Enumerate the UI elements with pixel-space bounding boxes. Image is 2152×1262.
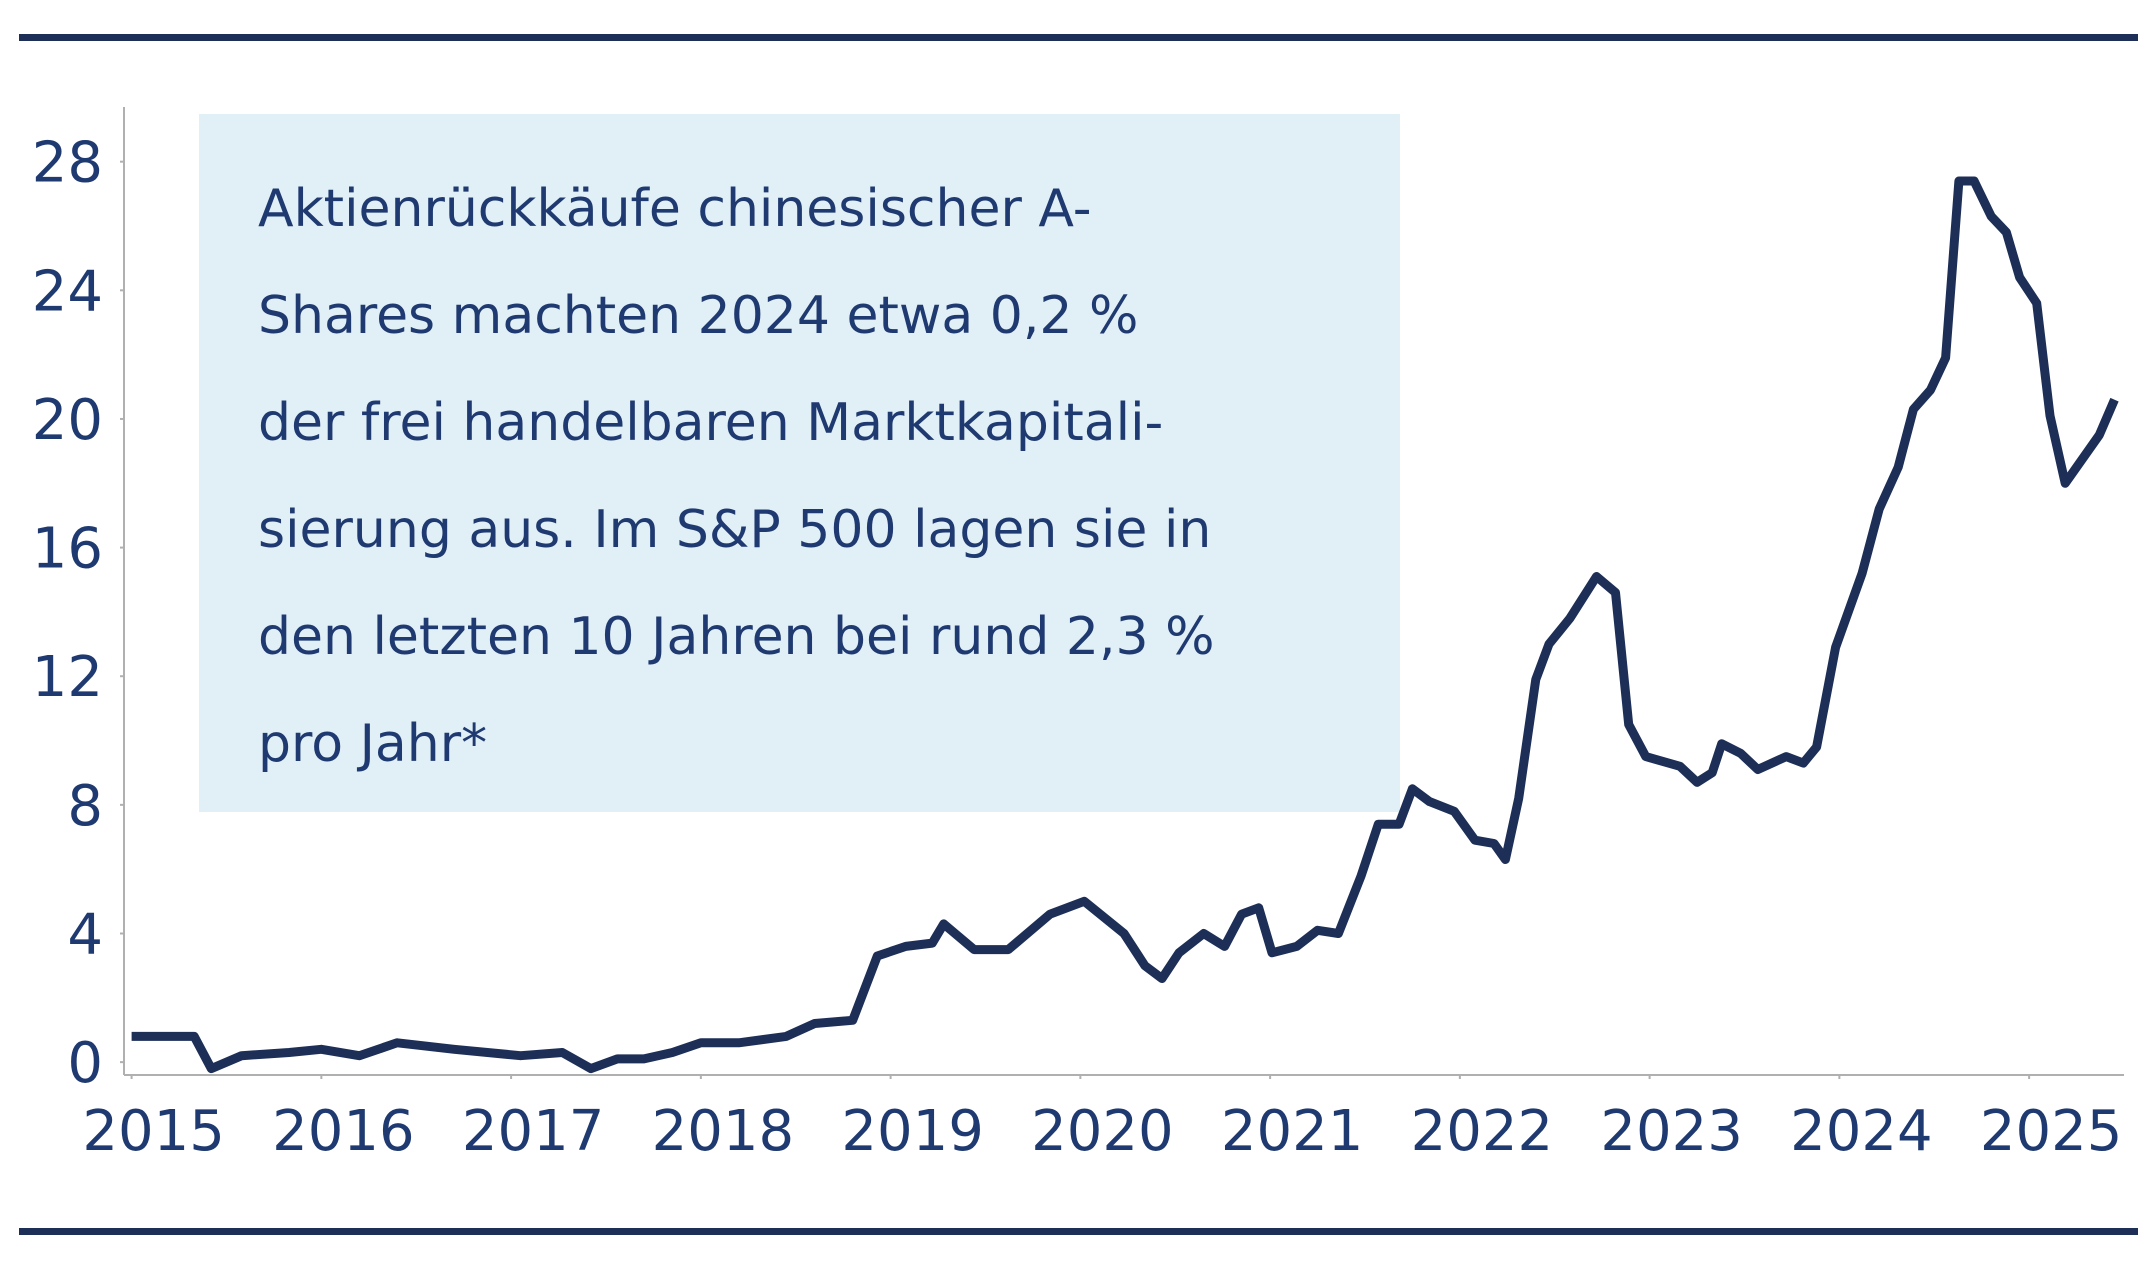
annotation-box [199, 114, 1400, 812]
x-tick-label: 2019 [841, 1099, 984, 1164]
x-tick-label: 2017 [462, 1099, 605, 1164]
x-tick-label: 2022 [1411, 1099, 1554, 1164]
x-tick-label: 2024 [1790, 1099, 1933, 1164]
y-tick-label: 20 [32, 388, 103, 453]
y-tick-label: 4 [67, 902, 103, 967]
annotation-line: den letzten 10 Jahren bei rund 2,3 % [258, 607, 1215, 667]
x-tick-label: 2023 [1600, 1099, 1743, 1164]
y-tick-label: 28 [32, 131, 103, 196]
x-tick-label: 2021 [1221, 1099, 1364, 1164]
x-tick-label: 2018 [652, 1099, 795, 1164]
x-tick-label: 2016 [272, 1099, 415, 1164]
x-tick-label: 2015 [82, 1099, 225, 1164]
annotation-line: der frei handelbaren Marktkapitali- [258, 393, 1163, 453]
annotation-line: Aktienrückkäufe chinesischer A- [258, 179, 1092, 239]
bottom-rule [19, 1228, 2138, 1235]
top-rule [19, 34, 2138, 41]
x-tick-label: 2025 [1980, 1099, 2123, 1164]
x-tick-label: 2020 [1031, 1099, 1174, 1164]
y-tick-label: 12 [32, 645, 103, 710]
y-tick-label: 16 [32, 517, 103, 582]
annotation-line: sierung aus. Im S&P 500 lagen sie in [258, 500, 1211, 560]
y-tick-label: 0 [67, 1031, 103, 1096]
data-line [131, 176, 2119, 1074]
y-tick-label: 8 [67, 774, 103, 839]
y-tick-label: 24 [32, 259, 103, 324]
annotation-line: pro Jahr* [258, 714, 487, 774]
annotation-line: Shares machten 2024 etwa 0,2 % [258, 286, 1138, 346]
